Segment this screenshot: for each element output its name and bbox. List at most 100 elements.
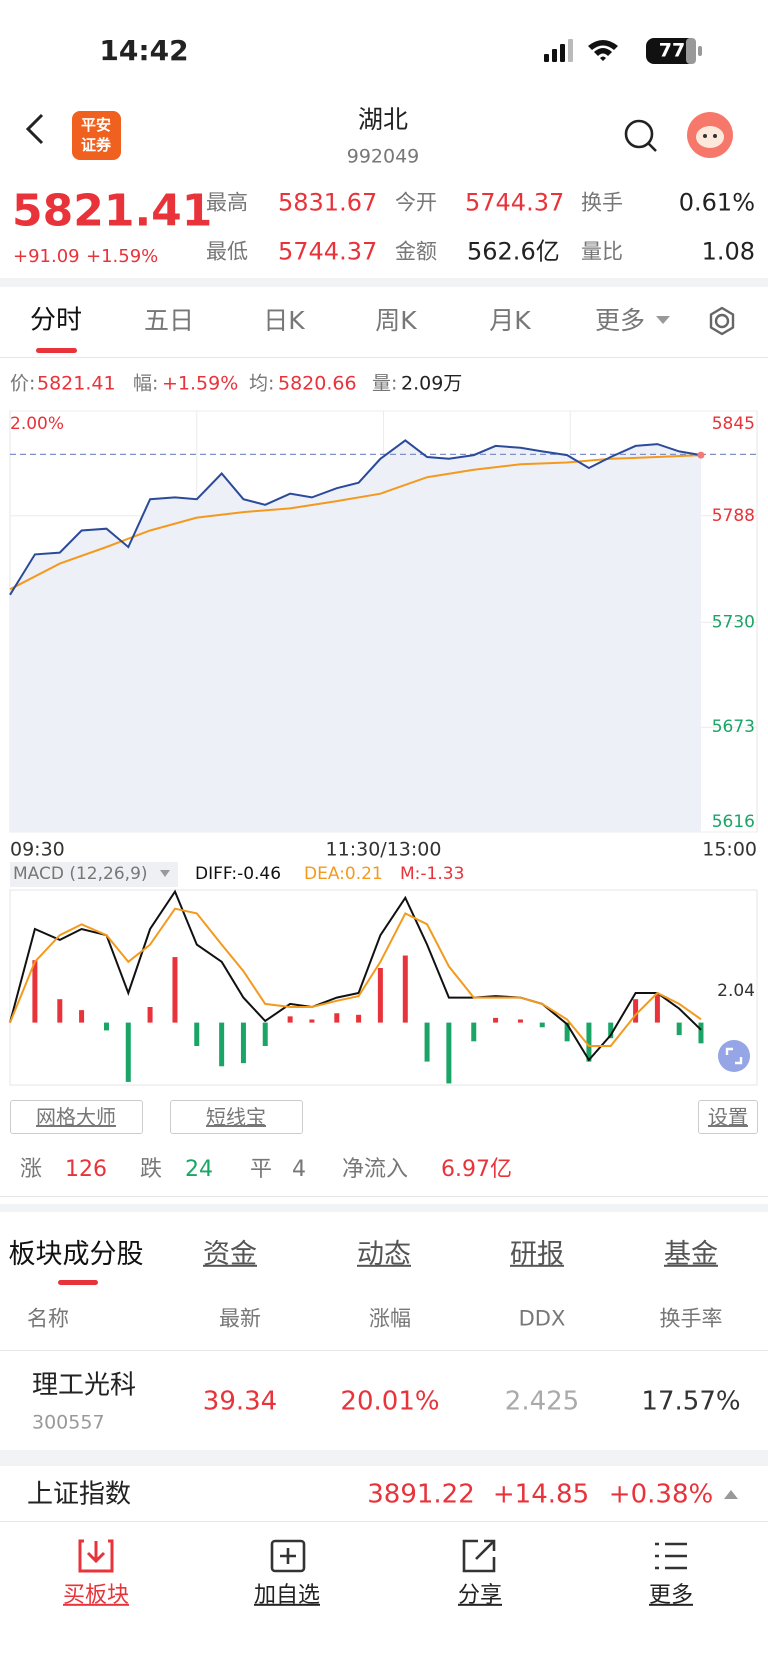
dropdown-arrow <box>656 316 670 324</box>
tool-label[interactable]: 网格大师 <box>36 1105 116 1129</box>
info-label: 量: <box>372 372 398 395</box>
stat-label: 量比 <box>581 239 623 264</box>
info-label: 均: <box>249 372 275 395</box>
divider <box>0 1521 768 1522</box>
nav-label[interactable]: 更多 <box>648 1582 694 1608</box>
cell: 39.34 <box>202 1386 278 1417</box>
macd-bar <box>356 1014 362 1023</box>
expand-arrow[interactable] <box>723 1488 739 1500</box>
section-tab[interactable]: 板块成分股 <box>8 1238 144 1270</box>
tool-label[interactable]: 短线宝 <box>206 1105 266 1129</box>
broker-logo <box>72 111 121 160</box>
cell: 2.425 <box>504 1386 580 1417</box>
macd-bar <box>240 1022 246 1064</box>
stock-name[interactable]: 理工光科 <box>32 1370 137 1401</box>
tool-button[interactable] <box>10 1100 143 1134</box>
index-price: 3891.22 <box>367 1479 475 1510</box>
nav-icon[interactable] <box>651 1537 691 1575</box>
divider <box>0 357 768 358</box>
x-tick-label: 15:00 <box>702 839 757 861</box>
nav-icon[interactable] <box>76 1537 116 1575</box>
pct-tick-label: 2.00% <box>10 414 64 434</box>
macd-bar <box>172 957 178 1023</box>
legend-item: DIFF:-0.46 <box>195 864 281 884</box>
info-label: 价: <box>10 372 36 395</box>
stat-value: 562.6亿 <box>467 237 560 266</box>
y-tick-label: 5845 <box>712 414 755 434</box>
breadth-label: 涨 <box>20 1156 43 1182</box>
y-tick-label: 5730 <box>712 612 755 632</box>
tab[interactable]: 日K <box>263 306 305 335</box>
column-header: 最新 <box>219 1306 261 1331</box>
breadth-value: 24 <box>185 1156 213 1182</box>
info-value: 5820.66 <box>278 372 357 395</box>
macd-bar <box>147 1007 153 1023</box>
tab[interactable]: 更多 <box>594 306 646 335</box>
column-header: 换手率 <box>659 1306 723 1331</box>
macd-bar <box>424 1022 430 1062</box>
divider <box>0 1204 768 1212</box>
breadth-value: 6.97亿 <box>441 1156 512 1182</box>
last-price: 5821.41 <box>12 185 213 237</box>
column-header: DDX <box>518 1306 566 1331</box>
stat-value: 5744.37 <box>465 188 565 217</box>
stock-code: 300557 <box>32 1411 105 1434</box>
section-tab[interactable]: 研报 <box>510 1238 564 1270</box>
section-tab[interactable]: 基金 <box>664 1238 718 1270</box>
nav-icon[interactable] <box>268 1537 308 1575</box>
title: 湖北 <box>357 105 409 134</box>
price-change-pct: +1.59% <box>86 246 159 268</box>
cell: 17.57% <box>641 1386 741 1417</box>
macd-selector[interactable] <box>10 862 178 887</box>
macd-bar <box>262 1022 268 1046</box>
macd-bar <box>517 1019 523 1023</box>
tab-indicator <box>58 1280 98 1285</box>
index-name[interactable]: 上证指数 <box>27 1479 132 1510</box>
avatar[interactable] <box>686 111 734 159</box>
tab[interactable]: 分时 <box>29 305 83 336</box>
nav-label[interactable]: 加自选 <box>253 1582 321 1608</box>
macd-bar <box>103 1022 109 1031</box>
zoom-button[interactable] <box>717 1039 751 1073</box>
column-header: 涨幅 <box>369 1306 411 1331</box>
back-button[interactable] <box>20 112 50 146</box>
clock: 14:42 <box>99 34 189 68</box>
price-area <box>10 440 701 832</box>
nav-label[interactable]: 买板块 <box>62 1582 130 1608</box>
divider <box>0 1350 768 1351</box>
tool-button[interactable] <box>170 1100 303 1134</box>
info-label: 幅: <box>133 372 159 395</box>
macd-bar <box>654 992 660 1023</box>
tab[interactable]: 五日 <box>143 306 195 335</box>
nav-icon[interactable] <box>460 1537 500 1575</box>
stat-label: 最低 <box>206 239 248 264</box>
settings-button[interactable] <box>706 305 738 337</box>
macd-bar <box>79 1010 85 1023</box>
divider <box>0 1196 768 1197</box>
tab[interactable]: 月K <box>489 306 531 335</box>
dropdown-arrow <box>160 870 170 877</box>
tool-label[interactable]: 设置 <box>708 1105 748 1129</box>
breadth-label: 平 <box>250 1156 273 1182</box>
macd-bar <box>219 1022 225 1067</box>
tool-button[interactable] <box>698 1100 758 1134</box>
stat-value: 1.08 <box>701 237 755 266</box>
section-tab[interactable]: 动态 <box>357 1238 411 1270</box>
column-header: 名称 <box>27 1306 69 1331</box>
nav-label[interactable]: 分享 <box>457 1582 503 1608</box>
search-button[interactable] <box>622 117 660 155</box>
macd-bar <box>493 1017 499 1023</box>
tab[interactable]: 周K <box>375 306 417 335</box>
macd-bar <box>633 999 639 1023</box>
macd-bar <box>446 1022 452 1084</box>
last-point <box>697 451 705 459</box>
macd-bar <box>125 1022 131 1082</box>
broker-logo-text: 平安 <box>80 116 112 134</box>
macd-bar <box>287 1016 293 1023</box>
diff-line <box>9 889 702 1062</box>
section-tab[interactable]: 资金 <box>203 1238 257 1270</box>
macd-bar <box>698 1022 704 1044</box>
status-icons <box>544 38 702 64</box>
macd-bar <box>608 1022 614 1039</box>
